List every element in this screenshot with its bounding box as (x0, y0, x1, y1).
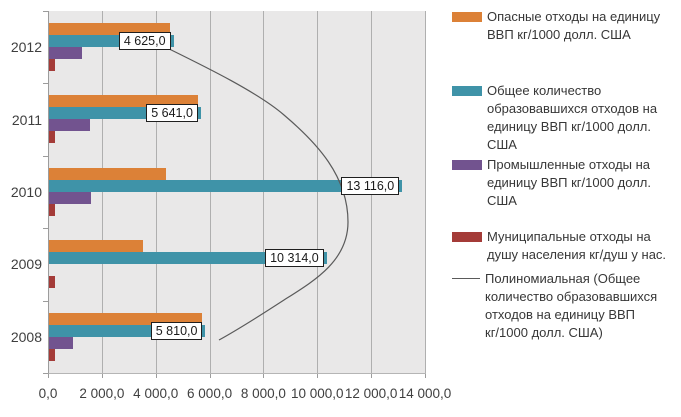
data-label-2009: 10 314,0 (265, 249, 324, 268)
x-tick-label: 12 000,0 (344, 386, 398, 401)
gridline (425, 11, 426, 373)
x-axis-tick (425, 374, 426, 378)
category-label-2011: 2011 (11, 111, 42, 128)
category-label-2010: 2010 (10, 184, 42, 200)
legend-item-5: Полиномиальная (Общее количество образов… (452, 270, 681, 342)
x-tick-label: 4 000,0 (133, 386, 179, 401)
bar-2008-series4 (49, 348, 55, 361)
gridline (209, 11, 211, 373)
y-axis-tick (43, 83, 48, 84)
x-axis-tick (101, 374, 103, 378)
gridline (101, 11, 103, 373)
x-axis-tick (317, 374, 319, 378)
x-axis-tick (48, 374, 49, 378)
bar-2010-series3 (49, 191, 91, 204)
legend-item-3: Промышленные отходы на единицу ВВП кг/10… (452, 156, 681, 210)
x-tick-label: 0,0 (38, 386, 58, 401)
data-label-2011: 5 641,0 (146, 104, 198, 123)
category-label-2008: 2008 (10, 328, 42, 345)
x-axis-tick (263, 374, 265, 378)
x-axis-tick (155, 374, 157, 378)
x-axis-tick (209, 374, 211, 378)
bar-2010-series1 (49, 167, 167, 180)
bar-2009-series4 (49, 276, 55, 289)
category-label-2009: 2009 (10, 256, 42, 273)
series-swatch-icon (452, 12, 482, 22)
y-axis-tick (43, 301, 48, 302)
data-label-2010: 13 116,0 (341, 176, 400, 195)
data-label-2012: 4 625,0 (118, 32, 171, 50)
bar-2012-series4 (49, 59, 55, 71)
plot-area: 4 625,0 5 641,0 13 116,0 10 314,0 5 810,0 (48, 11, 426, 374)
trendline-swatch-icon (452, 278, 480, 279)
legend-item-2: Общее количество образовавшихся отходов … (452, 82, 681, 154)
category-label-2012: 2012 (10, 39, 42, 56)
bar-2009-series1 (49, 240, 144, 253)
series-swatch-icon (452, 160, 482, 170)
legend-label: Полиномиальная (Общее количество образов… (485, 271, 658, 340)
data-label-2008: 5 810,0 (150, 321, 203, 340)
y-axis-tick (43, 11, 48, 12)
x-tick-label: 2 000,0 (79, 386, 125, 401)
x-tick-label: 14 000,0 (398, 386, 452, 401)
legend-item-4: Муниципальные отходы на душу населения к… (452, 228, 681, 264)
x-tick-label: 6 000,0 (187, 386, 233, 401)
bar-2010-series4 (49, 203, 55, 216)
bar-2012-series3 (49, 47, 83, 59)
bar-2008-series3 (49, 336, 74, 349)
y-axis-tick (43, 373, 48, 374)
legend: Опасные отходы на единицу ВВП кг/1000 до… (452, 8, 681, 342)
legend-label: Общее количество образовавшихся отходов … (487, 83, 658, 152)
x-tick-label: 8 000,0 (240, 386, 286, 401)
y-axis-tick (43, 156, 48, 157)
legend-label: Опасные отходы на единицу ВВП кг/1000 до… (487, 9, 661, 42)
bar-2011-series4 (49, 131, 55, 144)
series-swatch-icon (452, 232, 482, 242)
legend-label: Промышленные отходы на единицу ВВП кг/10… (487, 157, 651, 208)
gridline (317, 11, 319, 373)
y-axis-tick (43, 228, 48, 229)
x-tick-label: 10 000,0 (291, 386, 344, 401)
series-swatch-icon (452, 86, 482, 96)
x-axis-tick (371, 374, 373, 378)
legend-item-1: Опасные отходы на единицу ВВП кг/1000 до… (452, 8, 681, 44)
legend-label: Муниципальные отходы на душу населения к… (487, 229, 667, 262)
bar-2011-series3 (49, 119, 91, 132)
gridline (263, 11, 265, 373)
